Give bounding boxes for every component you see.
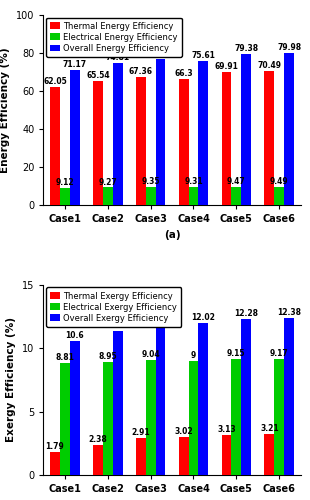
Text: 9: 9 xyxy=(191,351,196,360)
Text: 9.04: 9.04 xyxy=(141,350,160,360)
Text: 10.6: 10.6 xyxy=(65,330,84,340)
Bar xyxy=(274,359,284,475)
Bar xyxy=(136,438,146,475)
Text: 79.38: 79.38 xyxy=(234,44,258,53)
X-axis label: (a): (a) xyxy=(164,230,180,239)
Bar xyxy=(50,452,60,475)
Text: 70.49: 70.49 xyxy=(257,61,281,70)
Text: 12.02: 12.02 xyxy=(191,312,215,322)
Bar xyxy=(93,445,103,475)
Text: 2.91: 2.91 xyxy=(131,428,150,437)
Text: 67.36: 67.36 xyxy=(129,67,153,76)
Text: 11.33: 11.33 xyxy=(106,322,130,330)
Bar xyxy=(113,63,122,205)
Text: 9.27: 9.27 xyxy=(98,178,117,186)
Bar xyxy=(222,72,232,205)
Bar xyxy=(232,187,241,205)
Text: 8.95: 8.95 xyxy=(98,352,117,360)
Text: 9.47: 9.47 xyxy=(227,177,246,186)
Text: 71.17: 71.17 xyxy=(63,60,87,69)
Text: 75.61: 75.61 xyxy=(191,52,215,60)
Text: 76.71: 76.71 xyxy=(148,50,173,58)
Y-axis label: Exergy Efficiency (%): Exergy Efficiency (%) xyxy=(7,318,16,442)
Text: 9.31: 9.31 xyxy=(184,178,203,186)
Bar xyxy=(284,318,294,475)
Bar xyxy=(70,70,80,205)
Text: 3.02: 3.02 xyxy=(174,426,193,436)
Bar xyxy=(188,188,198,205)
Bar xyxy=(222,436,232,475)
Text: 9.35: 9.35 xyxy=(141,178,160,186)
Bar xyxy=(198,322,208,475)
Bar xyxy=(241,320,251,475)
Bar xyxy=(264,434,274,475)
Legend: Thermal Exergy Efficiency, Electrical Exergy Efficiency, Overall Exergy Efficien: Thermal Exergy Efficiency, Electrical Ex… xyxy=(46,288,181,327)
Text: 3.21: 3.21 xyxy=(260,424,279,434)
Text: 9.17: 9.17 xyxy=(270,349,289,358)
Bar xyxy=(50,87,60,205)
Text: 79.98: 79.98 xyxy=(277,43,301,52)
Bar xyxy=(198,62,208,205)
Bar xyxy=(113,332,122,475)
Text: 74.81: 74.81 xyxy=(105,53,130,62)
Bar xyxy=(284,53,294,205)
Text: 12.38: 12.38 xyxy=(277,308,301,317)
Bar xyxy=(60,188,70,205)
Bar xyxy=(274,187,284,205)
Text: 2.38: 2.38 xyxy=(88,435,107,444)
Bar xyxy=(103,362,113,475)
Bar xyxy=(136,77,146,205)
Text: 9.49: 9.49 xyxy=(270,177,289,186)
Text: 9.12: 9.12 xyxy=(55,178,74,187)
Bar xyxy=(156,324,166,475)
Bar xyxy=(179,436,188,475)
Bar xyxy=(156,60,166,205)
Text: 9.15: 9.15 xyxy=(227,349,246,358)
Bar xyxy=(179,79,188,205)
Y-axis label: Energy Efficiency (%): Energy Efficiency (%) xyxy=(0,47,11,173)
Bar xyxy=(103,188,113,205)
Text: 66.3: 66.3 xyxy=(174,69,193,78)
Bar xyxy=(241,54,251,205)
Bar xyxy=(93,80,103,205)
Text: 12.28: 12.28 xyxy=(234,310,258,318)
Bar xyxy=(146,188,156,205)
Legend: Thermal Energy Efficiency, Electrical Energy Efficiency, Overall Energy Efficien: Thermal Energy Efficiency, Electrical En… xyxy=(46,18,182,57)
Bar xyxy=(264,71,274,205)
Text: 65.54: 65.54 xyxy=(86,70,110,80)
Text: 11.95: 11.95 xyxy=(148,314,172,322)
Text: 69.91: 69.91 xyxy=(215,62,238,71)
Bar xyxy=(146,360,156,475)
Text: 8.81: 8.81 xyxy=(55,354,74,362)
Bar xyxy=(232,359,241,475)
Bar xyxy=(70,340,80,475)
Text: 1.79: 1.79 xyxy=(46,442,64,452)
Bar xyxy=(188,361,198,475)
Bar xyxy=(60,364,70,475)
Text: 62.05: 62.05 xyxy=(43,77,67,86)
Text: 3.13: 3.13 xyxy=(217,426,236,434)
